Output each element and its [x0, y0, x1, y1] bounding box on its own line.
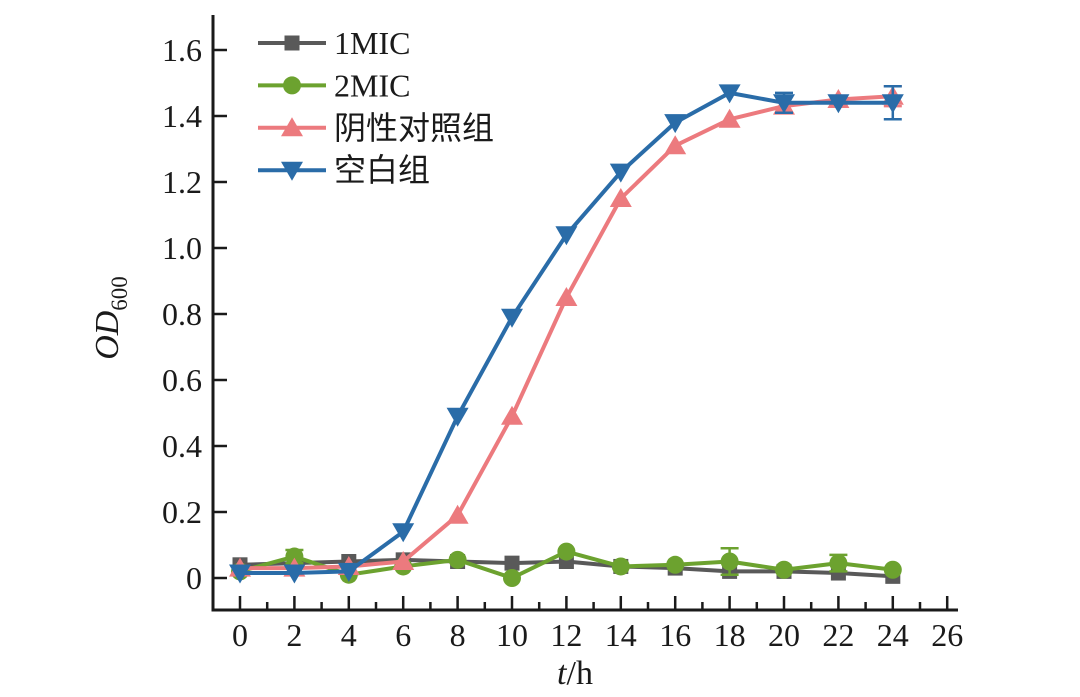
x-tick-label-2: 2 — [286, 617, 302, 653]
data-point-negative-control-t10 — [501, 405, 523, 425]
data-point-negative-control-t12 — [555, 287, 578, 306]
data-point-blank-group-t22 — [827, 94, 850, 114]
data-point-2mic-t12 — [557, 542, 576, 561]
data-point-blank-group-t4 — [337, 562, 360, 582]
legend-marker-2mic — [283, 76, 301, 95]
y-axis-label-main: OD — [89, 310, 126, 360]
y-tick-label-1.6: 1.6 — [162, 32, 202, 68]
x-axis-label-unit: /h — [567, 655, 593, 692]
y-tick-label-1.2: 1.2 — [162, 164, 202, 200]
x-tick-label-6: 6 — [395, 617, 411, 653]
data-point-2mic-t8 — [448, 550, 467, 569]
data-point-2mic-t2 — [285, 547, 304, 566]
data-point-2mic-t10 — [503, 569, 521, 587]
series-blank-group — [229, 84, 904, 584]
data-point-2mic-t24 — [883, 560, 902, 579]
data-point-2mic-t20 — [775, 560, 793, 579]
x-tick-label-12: 12 — [550, 617, 582, 653]
data-point-2mic-t18 — [720, 552, 739, 571]
x-tick-label-26: 26 — [931, 617, 963, 653]
data-point-negative-control-t6 — [392, 551, 415, 570]
legend-marker-1mic — [284, 35, 300, 51]
y-tick-label-0.2: 0.2 — [162, 494, 202, 530]
data-point-1mic-t10 — [504, 555, 520, 571]
data-point-blank-group-t14 — [609, 163, 632, 183]
data-point-blank-group-t24 — [881, 94, 904, 114]
data-point-blank-group-t16 — [664, 114, 687, 134]
x-tick-label-16: 16 — [659, 617, 691, 653]
x-tick-label-18: 18 — [714, 617, 746, 653]
data-point-blank-group-t20 — [773, 94, 795, 114]
y-tick-label-0.8: 0.8 — [162, 296, 202, 332]
y-axis-ticks: 0 0.2 0.4 0.6 0.8 1.0 1.2 1.4 1.6 — [162, 32, 227, 596]
legend-label-2mic: 2MIC — [334, 67, 410, 103]
y-tick-label-1.4: 1.4 — [162, 98, 202, 134]
legend-marker-negative-control — [281, 117, 303, 137]
x-axis-label-variable: t — [557, 655, 568, 692]
x-tick-label-14: 14 — [605, 617, 637, 653]
y-axis-label-subscript: 600 — [107, 276, 132, 311]
data-point-blank-group-t8 — [446, 407, 469, 427]
x-tick-label-10: 10 — [496, 617, 528, 653]
x-axis-ticks: 0 2 4 6 8 10 12 14 16 18 20 22 24 26 — [232, 596, 963, 653]
legend-item-1mic: 1MIC — [258, 25, 410, 61]
y-tick-label-0: 0 — [186, 560, 202, 596]
y-tick-label-1.0: 1.0 — [162, 230, 202, 266]
data-point-negative-control-t18 — [718, 108, 741, 128]
legend-item-2mic: 2MIC — [258, 67, 410, 103]
data-point-blank-group-t18 — [718, 84, 741, 104]
y-axis-label: OD600 — [89, 276, 132, 360]
y-tick-label-0.4: 0.4 — [162, 428, 202, 464]
x-tick-label-0: 0 — [232, 617, 248, 653]
data-point-negative-control-t8 — [446, 504, 469, 524]
legend-label-1mic: 1MIC — [334, 25, 410, 61]
x-tick-label-4: 4 — [341, 617, 357, 653]
x-tick-label-20: 20 — [768, 617, 800, 653]
data-point-2mic-t22 — [829, 554, 848, 573]
data-point-2mic-t14 — [611, 557, 630, 576]
x-tick-label-24: 24 — [877, 617, 909, 653]
legend-marker-blank-group — [281, 161, 303, 181]
data-point-blank-group-t12 — [555, 226, 578, 246]
x-tick-label-22: 22 — [822, 617, 854, 653]
data-point-2mic-t16 — [666, 555, 685, 574]
legend-label-blank-group: 空白组 — [334, 152, 430, 188]
legend-item-blank-group: 空白组 — [258, 152, 430, 188]
legend-label-negative-control: 阴性对照组 — [334, 110, 494, 146]
x-axis-label: t/h — [557, 655, 593, 692]
data-point-negative-control-t14 — [609, 188, 632, 207]
series-negative-control — [229, 85, 904, 577]
x-tick-label-8: 8 — [450, 617, 466, 653]
data-point-blank-group-t2 — [283, 564, 306, 584]
y-tick-label-0.6: 0.6 — [162, 362, 202, 398]
data-point-negative-control-t16 — [664, 135, 687, 155]
legend-item-negative-control: 阴性对照组 — [258, 110, 494, 146]
data-point-blank-group-t6 — [392, 523, 415, 543]
data-point-blank-group-t10 — [501, 308, 523, 328]
data-point-blank-group-t0 — [229, 564, 251, 584]
